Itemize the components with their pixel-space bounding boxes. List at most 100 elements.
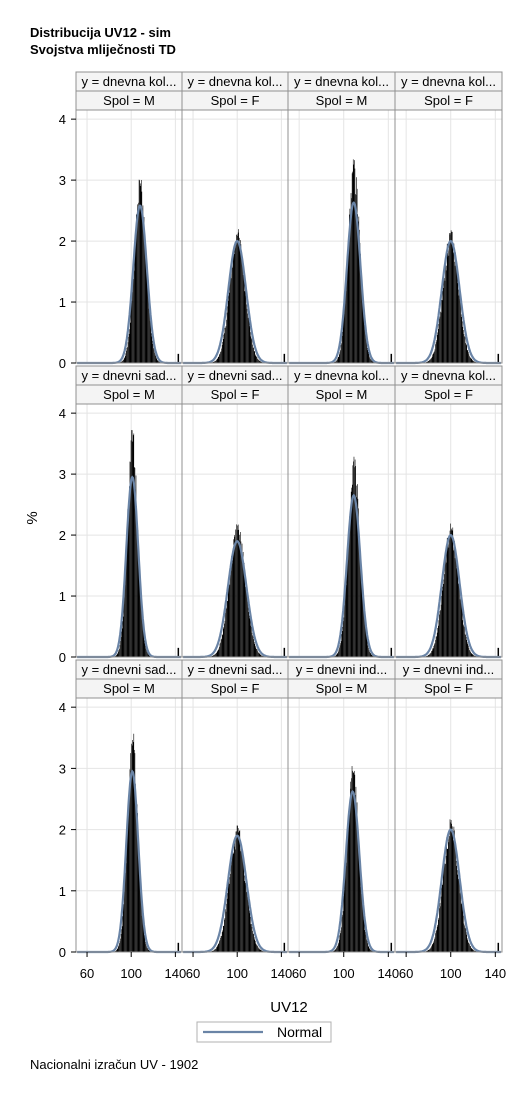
histogram-bar [362, 900, 363, 952]
histogram-bar [250, 336, 252, 363]
histogram-bar [463, 334, 465, 363]
panel-header-y-label: y = dnevna kol... [294, 368, 389, 383]
histogram-bar [390, 647, 393, 657]
histogram-bar [145, 648, 147, 657]
histogram-bar [444, 574, 445, 657]
histogram-bar [429, 949, 430, 952]
histogram-bar [234, 536, 236, 657]
histogram-bar [369, 356, 370, 363]
histogram-bar [235, 529, 236, 657]
legend-box [196, 1021, 332, 1043]
histogram-bar [429, 360, 430, 363]
histogram-bar [125, 353, 127, 363]
histogram-bar [469, 650, 471, 657]
histogram-bar [219, 354, 220, 363]
histogram-bar [431, 944, 433, 952]
histogram-bar [119, 648, 120, 657]
histogram-bar [243, 265, 244, 363]
histogram-bar [461, 604, 463, 657]
histogram-bar [237, 525, 238, 657]
histogram-bar [155, 355, 156, 363]
histogram-bar [454, 838, 456, 952]
histogram-bar [432, 354, 434, 363]
histogram-bar [119, 941, 121, 952]
histogram-bar [177, 647, 180, 657]
histogram-bar [250, 625, 252, 657]
histogram-bar [369, 949, 371, 952]
histogram-bar [466, 934, 468, 952]
histogram-bar [133, 433, 135, 657]
histogram-bar [249, 618, 251, 657]
histogram-bar [432, 648, 434, 657]
histogram-bar [142, 215, 143, 363]
histogram-bar [235, 544, 237, 657]
histogram-bar [154, 354, 156, 363]
histogram-bar [467, 350, 469, 363]
histogram-bar [232, 267, 233, 363]
histogram-bar [454, 558, 456, 657]
histogram-bar [349, 809, 351, 952]
histogram-bar [223, 627, 225, 657]
histogram-bar [227, 306, 228, 363]
histogram-bar [125, 872, 126, 952]
histogram-bar [339, 647, 340, 657]
histogram-bar [216, 358, 218, 363]
histogram-bar [224, 333, 225, 363]
histogram-bar [345, 584, 347, 657]
histogram-bar [252, 347, 254, 363]
x-tick-label: 60 [80, 966, 94, 981]
histogram-bar [345, 865, 347, 952]
histogram-bar [248, 905, 249, 952]
histogram-bar [225, 607, 227, 657]
histogram-bar [470, 946, 471, 952]
histogram-bar [371, 950, 372, 952]
histogram-bar [132, 277, 134, 363]
histogram-bar [441, 595, 442, 657]
histogram-bar [352, 484, 353, 657]
histogram-bar [436, 926, 438, 952]
histogram-bar [362, 309, 364, 363]
histogram-bar [348, 527, 350, 657]
histogram-bar [440, 896, 442, 952]
histogram-bar [130, 770, 132, 952]
histogram-bar [248, 321, 250, 363]
histogram-bar [445, 855, 447, 952]
histogram-bar [428, 360, 430, 363]
panel-header-spol-label: Spol = M [316, 93, 368, 108]
histogram-bar [254, 939, 256, 952]
histogram-bar [123, 604, 125, 657]
histogram-bar [472, 654, 474, 657]
panel-header-y-label: y = dnevni sad... [81, 368, 176, 383]
histogram-bar [245, 882, 246, 952]
histogram-bar [465, 932, 467, 952]
histogram-bar [260, 654, 262, 657]
histogram-bar [145, 254, 146, 363]
histogram-bar [239, 244, 241, 363]
histogram-bar [347, 559, 349, 657]
histogram-bar [126, 526, 128, 657]
y-tick-label: 0 [59, 945, 66, 960]
histogram-bar [261, 655, 263, 657]
histogram-bar [350, 781, 351, 952]
histogram-bar [251, 338, 252, 363]
histogram-bar [137, 534, 138, 657]
histogram-bar [142, 923, 144, 952]
histogram-bar [253, 641, 255, 657]
histogram-bar [446, 243, 448, 363]
x-tick-label: 100 [120, 966, 142, 981]
histogram-bar [223, 925, 225, 952]
histogram-bar [434, 644, 435, 657]
histogram-bar [336, 653, 338, 657]
histogram-bar [457, 282, 459, 363]
histogram-bar [258, 948, 260, 952]
histogram-bar [445, 863, 446, 952]
histogram-bar [351, 198, 352, 363]
histogram-bar [363, 317, 365, 363]
histogram-bar [361, 893, 362, 952]
histogram-bar [450, 523, 451, 657]
histogram-bar [253, 351, 255, 363]
histogram-bar [359, 869, 361, 952]
histogram-bar [349, 208, 351, 363]
histogram-bar [344, 605, 345, 657]
histogram-bar [430, 948, 431, 952]
